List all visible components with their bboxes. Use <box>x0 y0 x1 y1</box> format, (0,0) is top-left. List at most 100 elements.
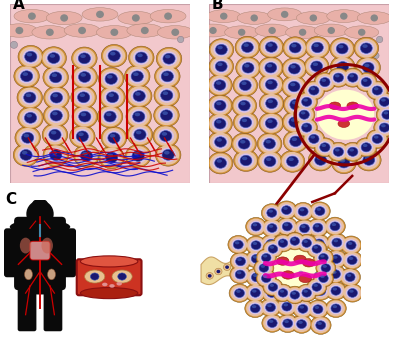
Ellipse shape <box>72 66 97 88</box>
Ellipse shape <box>287 115 303 129</box>
Ellipse shape <box>312 283 322 291</box>
Ellipse shape <box>43 144 68 167</box>
Ellipse shape <box>301 225 306 228</box>
Ellipse shape <box>101 127 127 149</box>
Ellipse shape <box>376 105 398 124</box>
Ellipse shape <box>44 125 66 144</box>
Ellipse shape <box>297 234 317 252</box>
Ellipse shape <box>22 110 39 125</box>
Ellipse shape <box>312 237 326 249</box>
Ellipse shape <box>357 58 379 77</box>
Ellipse shape <box>126 105 152 128</box>
Ellipse shape <box>286 26 320 39</box>
Ellipse shape <box>314 249 334 266</box>
Ellipse shape <box>317 260 334 276</box>
FancyBboxPatch shape <box>44 281 62 331</box>
Ellipse shape <box>154 104 179 127</box>
Ellipse shape <box>304 131 323 147</box>
Ellipse shape <box>299 29 306 36</box>
Ellipse shape <box>368 131 387 147</box>
Ellipse shape <box>260 273 273 284</box>
Ellipse shape <box>163 72 169 76</box>
Ellipse shape <box>379 97 390 106</box>
Ellipse shape <box>225 265 229 269</box>
Ellipse shape <box>284 273 288 275</box>
Ellipse shape <box>304 55 329 77</box>
Ellipse shape <box>278 219 296 235</box>
Ellipse shape <box>277 253 296 269</box>
Ellipse shape <box>333 153 355 172</box>
Ellipse shape <box>286 156 298 167</box>
Ellipse shape <box>265 287 279 299</box>
Ellipse shape <box>304 82 323 99</box>
Ellipse shape <box>264 96 280 110</box>
Ellipse shape <box>216 45 227 55</box>
Ellipse shape <box>82 8 118 21</box>
Ellipse shape <box>246 268 267 286</box>
Ellipse shape <box>284 94 308 115</box>
Ellipse shape <box>259 36 284 58</box>
Ellipse shape <box>44 67 67 87</box>
Ellipse shape <box>236 257 246 266</box>
Ellipse shape <box>259 112 284 134</box>
Ellipse shape <box>290 237 300 245</box>
Ellipse shape <box>335 60 351 74</box>
Ellipse shape <box>341 236 362 254</box>
Ellipse shape <box>257 262 270 274</box>
Ellipse shape <box>296 206 310 218</box>
Ellipse shape <box>253 223 257 226</box>
Ellipse shape <box>262 284 282 302</box>
Ellipse shape <box>154 84 180 107</box>
Ellipse shape <box>372 134 382 143</box>
Ellipse shape <box>374 118 395 137</box>
Ellipse shape <box>260 298 281 317</box>
Ellipse shape <box>18 148 34 162</box>
Ellipse shape <box>307 250 328 268</box>
Ellipse shape <box>297 236 310 248</box>
Ellipse shape <box>310 14 317 21</box>
Ellipse shape <box>158 129 174 143</box>
Ellipse shape <box>286 62 302 76</box>
Ellipse shape <box>302 289 312 297</box>
Ellipse shape <box>230 285 248 301</box>
Ellipse shape <box>260 75 282 94</box>
Ellipse shape <box>337 62 349 72</box>
Ellipse shape <box>349 148 354 152</box>
Ellipse shape <box>372 86 382 95</box>
Ellipse shape <box>133 50 150 65</box>
Ellipse shape <box>307 38 328 57</box>
Ellipse shape <box>128 86 150 106</box>
Ellipse shape <box>225 26 259 39</box>
Ellipse shape <box>291 315 312 333</box>
Ellipse shape <box>358 29 366 36</box>
Ellipse shape <box>286 79 302 94</box>
Ellipse shape <box>256 270 276 287</box>
Ellipse shape <box>234 96 255 115</box>
Ellipse shape <box>294 251 312 267</box>
Ellipse shape <box>343 252 361 268</box>
Ellipse shape <box>317 252 330 264</box>
Ellipse shape <box>346 241 356 249</box>
Ellipse shape <box>24 269 32 280</box>
Ellipse shape <box>80 287 138 299</box>
Ellipse shape <box>236 137 252 151</box>
Ellipse shape <box>317 322 322 325</box>
Ellipse shape <box>50 150 62 161</box>
Ellipse shape <box>274 236 292 251</box>
Ellipse shape <box>234 76 256 95</box>
Ellipse shape <box>246 236 266 254</box>
Ellipse shape <box>268 245 278 253</box>
Ellipse shape <box>127 24 163 37</box>
Ellipse shape <box>293 202 314 221</box>
Ellipse shape <box>136 131 142 134</box>
Ellipse shape <box>264 241 282 257</box>
Ellipse shape <box>309 301 327 317</box>
Ellipse shape <box>249 287 262 299</box>
Ellipse shape <box>363 155 375 165</box>
Ellipse shape <box>103 150 120 165</box>
Ellipse shape <box>209 114 231 133</box>
Ellipse shape <box>159 69 176 84</box>
Ellipse shape <box>313 223 323 232</box>
Ellipse shape <box>374 92 395 111</box>
Ellipse shape <box>294 203 312 220</box>
